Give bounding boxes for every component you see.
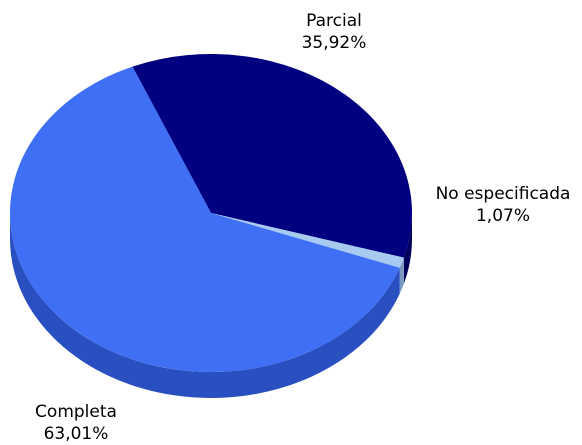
- slice-completa: [9, 66, 400, 373]
- slice-label-no-especificada: No especificada 1,07%: [436, 184, 571, 226]
- slice-side-completa: [10, 213, 400, 398]
- slice-name-no-especificada: No especificada: [436, 184, 571, 204]
- slice-parcial: [132, 54, 412, 258]
- slice-value-parcial: 35,92%: [302, 33, 367, 53]
- slice-value-completa: 63,01%: [44, 424, 109, 444]
- slice-label-completa: Completa 63,01%: [35, 402, 117, 444]
- slice-value-no-especificada: 1,07%: [476, 206, 530, 226]
- slice-name-parcial: Parcial: [306, 11, 362, 31]
- slice-name-completa: Completa: [35, 402, 117, 422]
- slice-side-parcial: [403, 213, 412, 284]
- pie-depth: [10, 213, 412, 398]
- slice-side-no-especificada: [399, 257, 404, 294]
- slice-label-parcial: Parcial 35,92%: [302, 11, 367, 53]
- slice-no-especificada: [211, 213, 404, 268]
- pie-slices: [9, 54, 412, 373]
